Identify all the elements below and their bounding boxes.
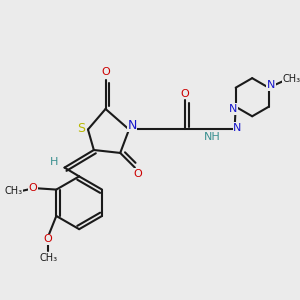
Text: CH₃: CH₃ [282, 74, 300, 84]
Text: N: N [127, 118, 136, 132]
Text: O: O [43, 234, 52, 244]
Text: H: H [50, 157, 58, 167]
Text: CH₃: CH₃ [5, 186, 23, 196]
Text: O: O [101, 67, 110, 77]
Text: S: S [77, 122, 86, 134]
Text: N: N [267, 80, 275, 90]
Text: O: O [134, 169, 142, 179]
Text: N: N [229, 104, 238, 114]
Text: O: O [180, 89, 189, 99]
Text: N: N [233, 123, 242, 133]
Text: NH: NH [204, 132, 221, 142]
Text: O: O [28, 183, 37, 193]
Text: CH₃: CH₃ [40, 253, 58, 262]
